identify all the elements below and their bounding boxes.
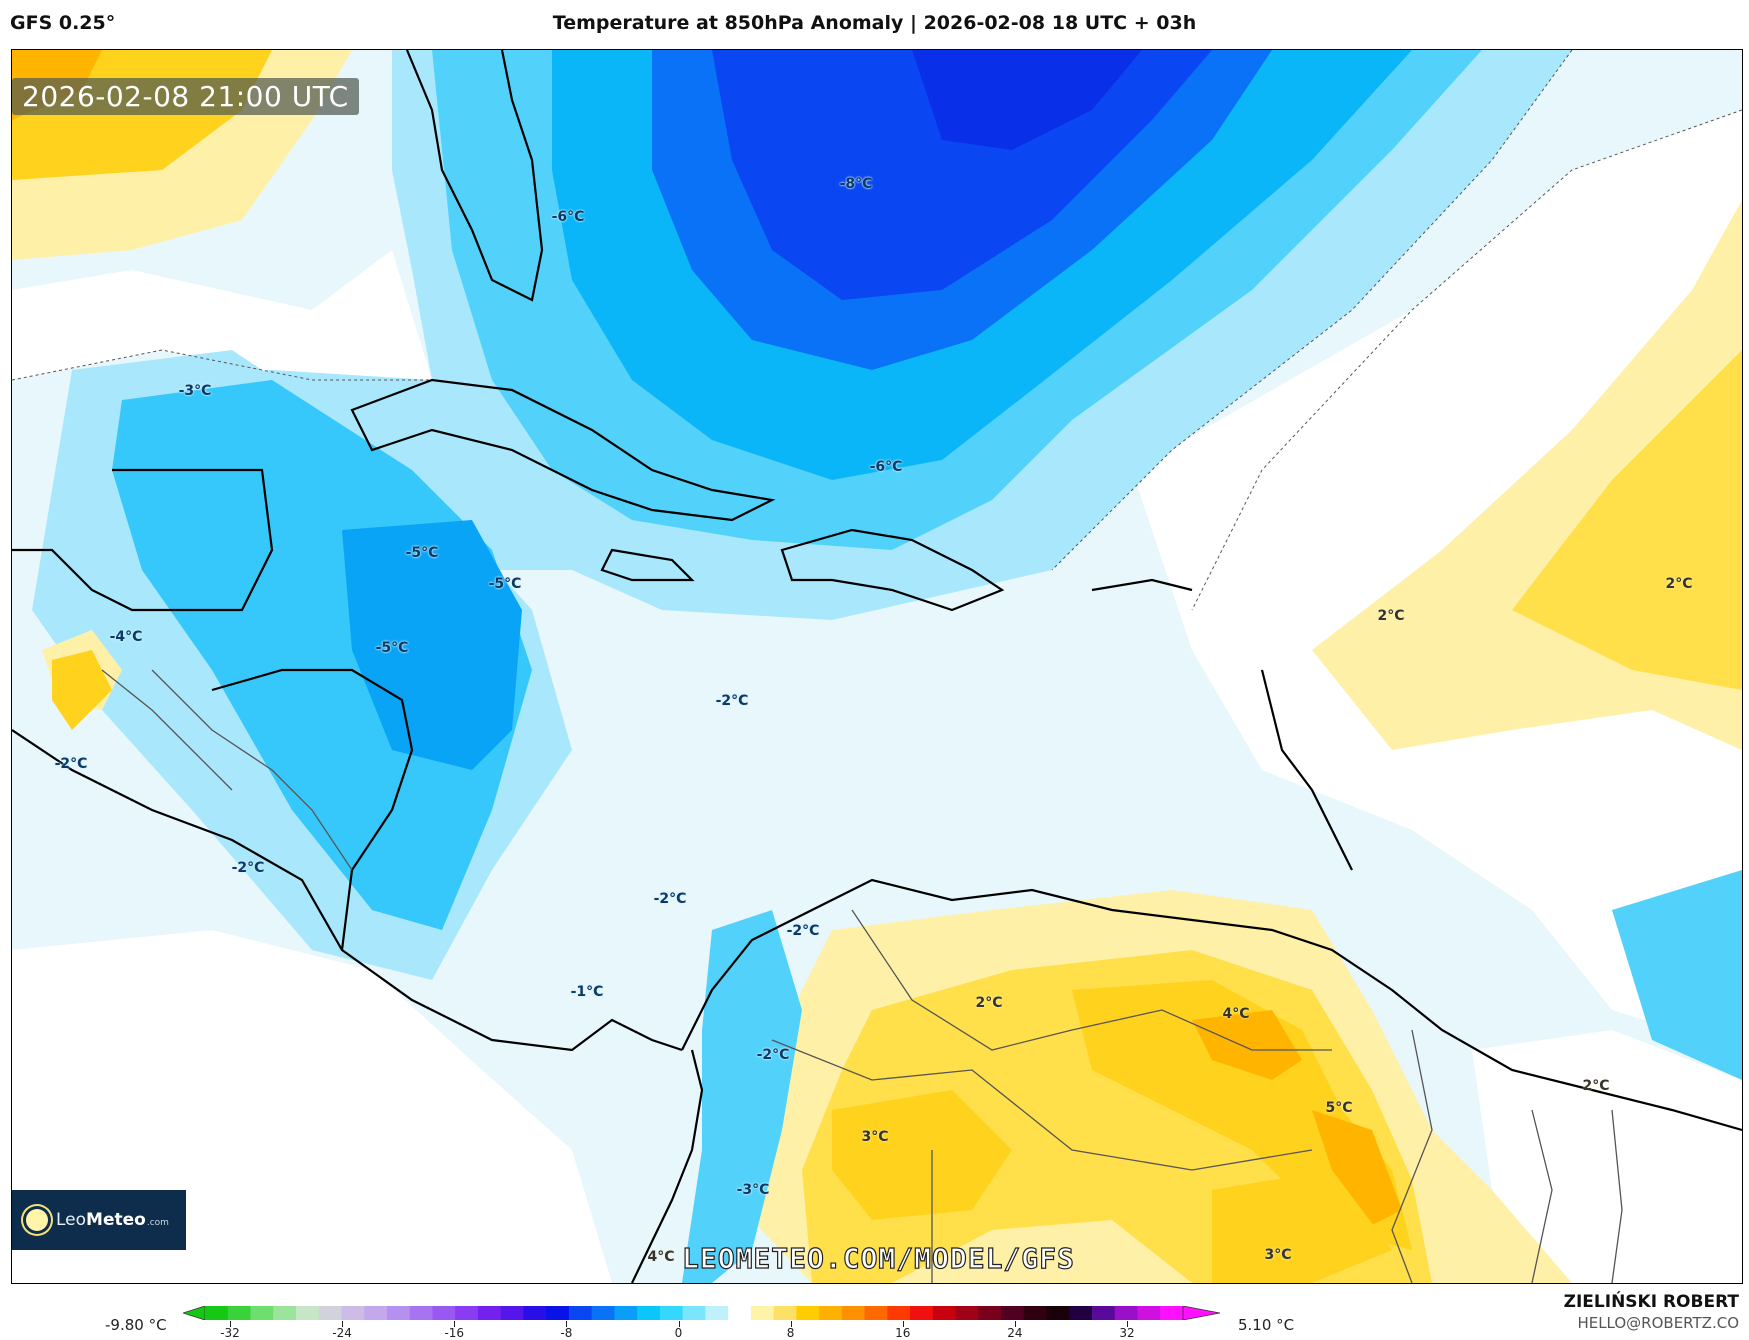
- valid-time-badge: 2026-02-08 21:00 UTC: [12, 78, 359, 115]
- colorbar-tick-label: -16: [444, 1326, 465, 1340]
- model-label: GFS 0.25°: [10, 12, 116, 34]
- contour-label: 5°C: [1325, 1100, 1353, 1116]
- contour-label: -2°C: [653, 891, 687, 907]
- sun-icon: [26, 1209, 48, 1231]
- colorbar-tick-label: 24: [1007, 1326, 1023, 1340]
- colorbar-tick: [1127, 1321, 1128, 1327]
- colorbar-tick-label: -32: [220, 1326, 240, 1340]
- colorbar-tick-label: -24: [332, 1326, 352, 1340]
- contour-label: -8°C: [839, 176, 873, 192]
- contour-label: -6°C: [551, 209, 585, 225]
- contour-label: -1°C: [570, 984, 604, 1000]
- colorbar-tick: [790, 1321, 792, 1327]
- contour-label: -5°C: [488, 576, 522, 592]
- colorbar-tick: [454, 1321, 456, 1327]
- author-name: ZIELIŃSKI ROBERT: [1563, 1292, 1739, 1312]
- colorbar-tick: [902, 1321, 904, 1327]
- contour-label: -2°C: [756, 1047, 790, 1063]
- colorbar-tick: [230, 1321, 231, 1327]
- contour-label: 2°C: [1377, 608, 1405, 624]
- author-email[interactable]: HELLO@ROBERTZ.CO: [1577, 1314, 1739, 1332]
- colorbar-tick: [1014, 1321, 1016, 1327]
- anomaly-field: [12, 50, 1742, 1283]
- contour-label: -3°C: [178, 383, 212, 399]
- colorbar-tick-label: 32: [1119, 1326, 1135, 1340]
- contour-label: 2°C: [975, 995, 1003, 1011]
- contour-label: -2°C: [231, 860, 265, 876]
- contour-label: -3°C: [736, 1182, 770, 1198]
- colorbar-max-value: 5.10 °C: [1238, 1316, 1295, 1334]
- contour-label: 3°C: [1264, 1247, 1292, 1263]
- colorbar-min-value: -9.80 °C: [105, 1316, 167, 1334]
- contour-label: -2°C: [715, 693, 749, 709]
- colorbar-tick-label: 0: [674, 1326, 683, 1340]
- chart-title: Temperature at 850hPa Anomaly | 2026-02-…: [552, 12, 1197, 34]
- colorbar-tick: [566, 1321, 568, 1327]
- colorbar: -9.80 °C -32 -24 -16 -8 0 8 16 24 32 5.10 °C: [0, 1300, 1749, 1340]
- leometeo-logo[interactable]: Leo Meteo .com: [12, 1190, 186, 1250]
- colorbar-tick-label: 8: [786, 1326, 795, 1340]
- colorbar-tick: [678, 1321, 680, 1327]
- colorbar-tick: [342, 1321, 344, 1327]
- contour-label: -6°C: [869, 459, 903, 475]
- contour-label: 4°C: [1222, 1006, 1250, 1022]
- watermark-url: LEOMETEO.COM/MODEL/GFS: [681, 1241, 1075, 1275]
- colorbar-tick-label: 16: [895, 1326, 911, 1340]
- contour-label: 2°C: [1665, 576, 1693, 592]
- logo-text-leo: Leo: [56, 1210, 87, 1230]
- colorbar-tick-label: -8: [560, 1326, 573, 1340]
- contour-label: -2°C: [786, 923, 820, 939]
- weather-map[interactable]: 2026-02-08 21:00 UTC -8°C -6°C -6°C -3°C -5°…: [11, 49, 1743, 1284]
- contour-label: -5°C: [405, 545, 439, 561]
- logo-text-meteo: Meteo: [86, 1210, 146, 1230]
- contour-label: -2°C: [54, 756, 88, 772]
- contour-label: 4°C: [647, 1249, 675, 1265]
- contour-label: -4°C: [109, 629, 143, 645]
- contour-label: 2°C: [1582, 1078, 1610, 1094]
- contour-label: -5°C: [375, 640, 409, 656]
- logo-text-com: .com: [146, 1217, 169, 1228]
- contour-label: 3°C: [861, 1129, 889, 1145]
- colorbar-gradient: [183, 1306, 1220, 1320]
